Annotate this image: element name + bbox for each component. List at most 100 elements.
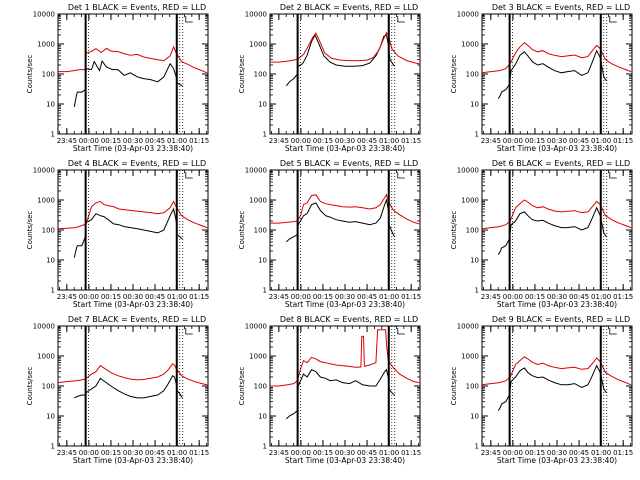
bracket-mark bbox=[185, 16, 193, 23]
x-tick-label: 23:45 bbox=[269, 137, 289, 145]
bracket-mark bbox=[609, 328, 617, 335]
panel-title: Det 7 BLACK = Events, RED = LLD bbox=[68, 315, 206, 324]
y-tick-label: 100 bbox=[42, 227, 55, 235]
bracket-mark bbox=[609, 172, 617, 179]
x-tick-label: 00:15 bbox=[101, 293, 121, 301]
panel-title: Det 3 BLACK = Events, RED = LLD bbox=[492, 3, 630, 12]
x-axis-label: Start Time (03-Apr-03 23:38:40) bbox=[73, 456, 193, 465]
x-tick-label: 00:45 bbox=[145, 293, 165, 301]
x-tick-label: 00:45 bbox=[357, 293, 377, 301]
y-tick-label: 1 bbox=[51, 131, 55, 139]
plot-frame bbox=[269, 325, 421, 447]
detector-panel-5: 1 10 100 1000 10000 23:45 00:00 00:15 00:30 00:45… bbox=[238, 159, 421, 309]
y-tick-label: 1 bbox=[263, 443, 267, 451]
y-tick-label: 10000 bbox=[245, 323, 267, 331]
x-tick-label: 00:15 bbox=[525, 137, 545, 145]
y-tick-label: 100 bbox=[254, 227, 267, 235]
x-tick-label: 01:15 bbox=[613, 137, 633, 145]
x-tick-label: 23:45 bbox=[481, 293, 501, 301]
y-tick-label: 10000 bbox=[457, 323, 479, 331]
x-tick-label: 00:30 bbox=[335, 137, 355, 145]
y-tick-label: 10 bbox=[258, 413, 267, 421]
y-tick-label: 1000 bbox=[37, 41, 55, 49]
x-tick-label: 00:00 bbox=[503, 137, 523, 145]
y-tick-label: 10000 bbox=[33, 323, 55, 331]
x-axis-label: Start Time (03-Apr-03 23:38:40) bbox=[285, 144, 405, 153]
lld-series-line bbox=[57, 363, 208, 386]
x-tick-label: 00:00 bbox=[79, 293, 99, 301]
y-tick-label: 10 bbox=[46, 413, 55, 421]
y-tick-label: 10 bbox=[46, 257, 55, 265]
x-tick-label: 00:00 bbox=[79, 137, 99, 145]
y-tick-label: 10 bbox=[470, 257, 479, 265]
y-tick-label: 100 bbox=[466, 383, 479, 391]
y-axis-label: Counts/sec bbox=[238, 211, 246, 250]
y-tick-label: 1 bbox=[51, 287, 55, 295]
x-tick-label: 23:45 bbox=[481, 137, 501, 145]
y-tick-label: 10000 bbox=[33, 167, 55, 175]
x-tick-label: 23:45 bbox=[57, 449, 77, 457]
y-tick-label: 10000 bbox=[457, 11, 479, 19]
y-tick-label: 10 bbox=[258, 257, 267, 265]
y-tick-label: 1000 bbox=[249, 41, 267, 49]
x-tick-label: 00:15 bbox=[525, 449, 545, 457]
plot-frame bbox=[481, 169, 633, 291]
panel-title: Det 2 BLACK = Events, RED = LLD bbox=[280, 3, 418, 12]
y-tick-label: 10 bbox=[470, 101, 479, 109]
x-axis-label: Start Time (03-Apr-03 23:38:40) bbox=[497, 456, 617, 465]
x-tick-label: 00:30 bbox=[123, 293, 143, 301]
x-tick-label: 00:00 bbox=[503, 449, 523, 457]
y-tick-label: 1000 bbox=[37, 197, 55, 205]
events-series-line bbox=[73, 59, 183, 107]
y-tick-label: 10000 bbox=[457, 167, 479, 175]
plot-frame bbox=[269, 13, 421, 135]
x-tick-label: 01:15 bbox=[401, 293, 421, 301]
y-tick-label: 1 bbox=[263, 131, 267, 139]
y-tick-label: 10000 bbox=[33, 11, 55, 19]
lld-series-line bbox=[58, 45, 208, 74]
detector-panel-7: 1 10 100 1000 10000 23:45 00:00 00:15 00:30 00:45… bbox=[26, 315, 209, 465]
x-tick-label: 01:15 bbox=[189, 137, 209, 145]
x-tick-label: 01:15 bbox=[189, 449, 209, 457]
x-tick-label: 23:45 bbox=[269, 449, 289, 457]
x-tick-label: 00:15 bbox=[101, 137, 121, 145]
events-series-line bbox=[285, 198, 395, 243]
x-tick-label: 23:45 bbox=[57, 137, 77, 145]
y-axis-label: Counts/sec bbox=[26, 55, 34, 94]
x-tick-label: 00:45 bbox=[569, 449, 589, 457]
y-tick-label: 1 bbox=[51, 443, 55, 451]
y-tick-label: 1000 bbox=[37, 353, 55, 361]
y-tick-label: 1000 bbox=[461, 353, 479, 361]
bracket-mark bbox=[185, 172, 193, 179]
lld-series-line bbox=[57, 200, 208, 230]
x-tick-label: 00:45 bbox=[145, 449, 165, 457]
x-tick-label: 00:45 bbox=[357, 449, 377, 457]
y-axis-label: Counts/sec bbox=[26, 367, 34, 406]
detector-panel-8: 1 10 100 1000 10000 23:45 00:00 00:15 00:30 00:45… bbox=[238, 315, 421, 465]
lld-series-line bbox=[270, 31, 420, 65]
bracket-mark bbox=[185, 328, 193, 335]
y-axis-label: Counts/sec bbox=[26, 211, 34, 250]
x-tick-label: 00:15 bbox=[313, 137, 333, 145]
y-axis-label: Counts/sec bbox=[450, 367, 458, 406]
x-axis-label: Start Time (03-Apr-03 23:38:40) bbox=[73, 300, 193, 309]
detector-panel-4: 1 10 100 1000 10000 23:45 00:00 00:15 00:30 00:45… bbox=[26, 159, 209, 309]
events-series-line bbox=[497, 49, 607, 99]
lld-series-line bbox=[270, 193, 420, 225]
x-tick-label: 01:15 bbox=[613, 449, 633, 457]
detector-panel-6: 1 10 100 1000 10000 23:45 00:00 00:15 00:30 00:45… bbox=[450, 159, 633, 309]
x-tick-label: 23:45 bbox=[481, 449, 501, 457]
x-tick-label: 01:00 bbox=[591, 293, 611, 301]
y-tick-label: 1000 bbox=[249, 197, 267, 205]
y-axis-label: Counts/sec bbox=[238, 55, 246, 94]
x-tick-label: 00:15 bbox=[525, 293, 545, 301]
x-tick-label: 01:00 bbox=[379, 293, 399, 301]
events-series-line bbox=[497, 206, 607, 255]
panel-title: Det 8 BLACK = Events, RED = LLD bbox=[280, 315, 418, 324]
y-axis-label: Counts/sec bbox=[238, 367, 246, 406]
x-tick-label: 23:45 bbox=[57, 293, 77, 301]
x-tick-label: 00:30 bbox=[123, 137, 143, 145]
y-tick-label: 1000 bbox=[461, 41, 479, 49]
x-tick-label: 00:30 bbox=[547, 137, 567, 145]
